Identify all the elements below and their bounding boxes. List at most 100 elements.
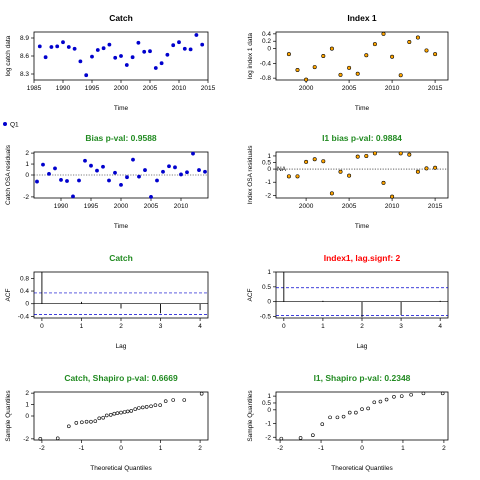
data-point [84, 419, 89, 424]
y-tick-label: -2 [23, 194, 29, 201]
data-point [167, 164, 171, 169]
data-point [335, 415, 340, 420]
data-point [433, 165, 438, 170]
x-tick-label: -1 [79, 445, 85, 452]
data-point [433, 52, 438, 57]
y-tick-label: 1 [25, 402, 29, 409]
y-axis-label: log index 1 data [247, 33, 254, 79]
data-point [311, 433, 315, 438]
data-point [113, 170, 117, 175]
data-point [148, 49, 152, 54]
y-tick-label: 0 [267, 46, 271, 53]
data-point [364, 53, 369, 58]
data-point [378, 399, 383, 404]
data-point [136, 406, 141, 410]
panel-title: Index 1 [347, 13, 377, 23]
x-tick-label: 2010 [385, 85, 400, 92]
x-tick-label: 0 [40, 323, 44, 330]
y-axis-label: Sample Quantiles [247, 390, 254, 442]
data-point [347, 65, 352, 70]
data-point [55, 44, 60, 49]
data-point [47, 172, 51, 176]
x-tick-label: 0 [282, 323, 286, 330]
x-tick-label: 2000 [114, 85, 129, 92]
x-tick-label: 1995 [85, 85, 100, 92]
x-tick-label: 0 [119, 445, 123, 452]
y-tick-label: 0 [25, 301, 29, 308]
plot-frame [33, 391, 209, 441]
data-point [65, 179, 69, 183]
plot-frame [275, 391, 449, 441]
data-point [124, 63, 129, 67]
plot-frame [275, 31, 449, 81]
data-point [155, 178, 159, 183]
data-point [203, 169, 207, 174]
x-tick-label: 2015 [428, 203, 443, 210]
x-tick-label: 2015 [428, 85, 443, 92]
data-point [424, 166, 429, 171]
panel-7: Catch, Shapiro p-val: 0.6669 -2 -1 0 1 2 -2 0 1 2… [5, 373, 209, 472]
data-point [140, 405, 145, 410]
panel-title: Catch, Shapiro p-val: 0.6669 [64, 373, 178, 383]
data-point [122, 410, 127, 414]
data-point [392, 394, 396, 399]
data-point [286, 174, 291, 179]
data-point [61, 40, 65, 45]
data-point [129, 409, 134, 413]
x-tick-label: 0 [360, 445, 364, 452]
y-tick-label: 0.2 [262, 38, 271, 45]
data-point [182, 398, 187, 402]
data-point [101, 46, 106, 51]
plot-frame [33, 271, 209, 319]
y-tick-label: 0.8 [20, 275, 29, 282]
data-point [185, 170, 189, 175]
data-point [312, 65, 317, 70]
x-axis-label: Lag [116, 343, 127, 350]
x-tick-label: -1 [318, 445, 324, 452]
data-point [83, 158, 87, 163]
data-point [354, 410, 358, 415]
panel-title: I1 bias p-val: 0.9884 [322, 133, 402, 143]
x-axis-label: Theoretical Quantiles [331, 465, 393, 472]
y-tick-label: -0.5 [260, 314, 272, 321]
x-tick-label: 2010 [174, 203, 189, 210]
data-point [329, 191, 334, 196]
data-point [35, 179, 39, 184]
data-point [200, 42, 205, 47]
panel-2: Index 1 2000 2005 2010 2015 -0.8 -0.4 00.20.4 Ti… [247, 13, 449, 112]
data-point [173, 165, 177, 170]
data-point [84, 73, 89, 78]
data-point [182, 46, 187, 51]
y-axis-label: Sample Quantiles [5, 390, 12, 442]
data-point [179, 172, 183, 177]
legend-q1: Q1 [3, 122, 19, 129]
data-point [104, 413, 109, 418]
data-point [153, 403, 158, 407]
data-point [38, 437, 43, 441]
data-point [133, 407, 138, 411]
x-tick-label: 2 [360, 323, 364, 330]
panel-3: Bias p-val: 0.9588 1990 1995 2000 2005 2010 -2… [5, 133, 209, 230]
data-point [372, 151, 377, 156]
y-tick-label: -0.4 [260, 60, 272, 67]
data-point [286, 52, 291, 57]
data-point [77, 178, 81, 183]
y-tick-label: 0 [267, 299, 271, 306]
x-tick-label: 2010 [172, 85, 187, 92]
data-point [360, 407, 364, 411]
data-point [171, 398, 175, 402]
data-point [113, 55, 118, 60]
panel-title: Catch [109, 253, 133, 263]
x-tick-label: 3 [399, 323, 403, 330]
x-tick-label: 2000 [299, 203, 314, 210]
y-tick-label: 8.3 [20, 71, 29, 78]
y-tick-label: 1 [267, 153, 271, 160]
panel-title: I1, Shapiro p-val: 0.2348 [314, 373, 411, 383]
y-tick-label: 0.4 [262, 31, 271, 38]
data-point [338, 72, 343, 77]
data-point [125, 175, 129, 180]
x-tick-label: 2 [198, 445, 202, 452]
data-point [101, 415, 106, 420]
y-axis-label: ACF [247, 288, 254, 301]
